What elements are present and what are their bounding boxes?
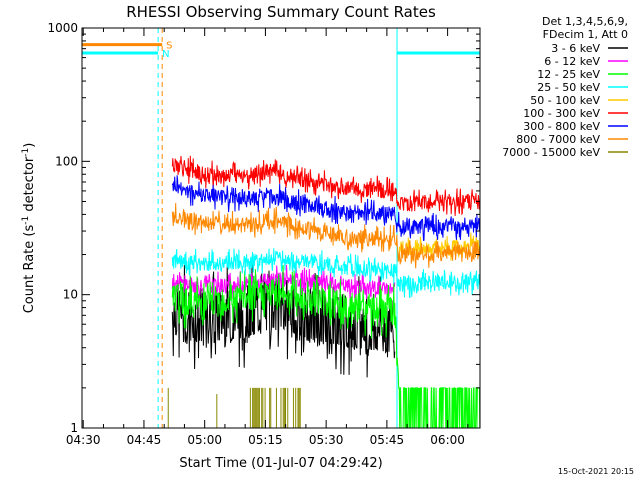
- x-axis: 04:30 04:45 05:00 05:15 05:30 05:45 06:00: [66, 28, 469, 447]
- legend-entry-label: 12 - 25 keV: [537, 68, 600, 81]
- series-trace: [171, 175, 481, 242]
- series-line: [171, 265, 481, 429]
- series-line: [171, 202, 481, 269]
- legend-entry-label: 6 - 12 keV: [544, 55, 600, 68]
- timestamp: 15-Oct-2021 20:15: [558, 467, 634, 476]
- x-tick-label: 04:45: [127, 433, 162, 447]
- x-tick-label: 05:15: [248, 433, 283, 447]
- y-tick-label: 100: [55, 154, 78, 168]
- x-tick-label: 05:45: [370, 433, 405, 447]
- y-axis-label-mid: detector: [22, 156, 37, 216]
- legend-header-line1: Det 1,3,4,5,6,9,: [542, 15, 628, 28]
- series-line: [171, 155, 481, 217]
- plot-frame: [81, 27, 481, 429]
- series-trace: [171, 265, 481, 429]
- y-axis: 1 10 100 1000: [47, 21, 480, 435]
- series-trace: [171, 202, 481, 269]
- legend-entry-label: 3 - 6 keV: [551, 42, 600, 55]
- y-axis-label-end: ): [22, 143, 37, 148]
- x-tick-label: 06:00: [430, 433, 465, 447]
- series-trace: [167, 387, 301, 428]
- chart-title: RHESSI Observing Summary Count Rates: [126, 3, 436, 21]
- series-line: [171, 248, 481, 299]
- legend-entry-label: 100 - 300 keV: [523, 107, 600, 120]
- legend-entry-label: 800 - 7000 keV: [516, 133, 600, 146]
- y-axis-label: Count Rate (s-1 detector-1): [21, 143, 37, 314]
- legend-entry-label: 50 - 100 keV: [530, 94, 600, 107]
- x-tick-label: 05:30: [309, 433, 344, 447]
- legend-entry-label: 7000 - 15000 keV: [502, 146, 600, 159]
- y-tick-label: 1: [70, 421, 78, 435]
- series-layer: [167, 155, 481, 429]
- legend-header-line2: FDecim 1, Att 0: [543, 28, 628, 41]
- x-axis-label: Start Time (01-Jul-07 04:29:42): [179, 456, 382, 471]
- legend-entry-label: 25 - 50 keV: [537, 81, 600, 94]
- series-trace: [171, 248, 481, 299]
- legend: Det 1,3,4,5,6,9, FDecim 1, Att 0 3 - 6 k…: [502, 15, 628, 159]
- series-trace: [171, 155, 481, 217]
- annotation-label: N: [162, 49, 169, 60]
- y-tick-label: 1000: [47, 21, 78, 35]
- y-axis-label-exp1: -1: [21, 216, 31, 225]
- y-tick-label: 10: [63, 288, 78, 302]
- x-tick-label: 04:30: [66, 433, 101, 447]
- y-axis-label-exp2: -1: [21, 148, 31, 157]
- annotation-layer: SN: [82, 41, 480, 60]
- x-tick-label: 05:00: [187, 433, 222, 447]
- series-line: [171, 175, 481, 242]
- y-axis-label-main: Count Rate (s: [22, 225, 37, 314]
- annotation-label: S: [166, 41, 172, 52]
- legend-entry-label: 300 - 800 keV: [523, 120, 600, 133]
